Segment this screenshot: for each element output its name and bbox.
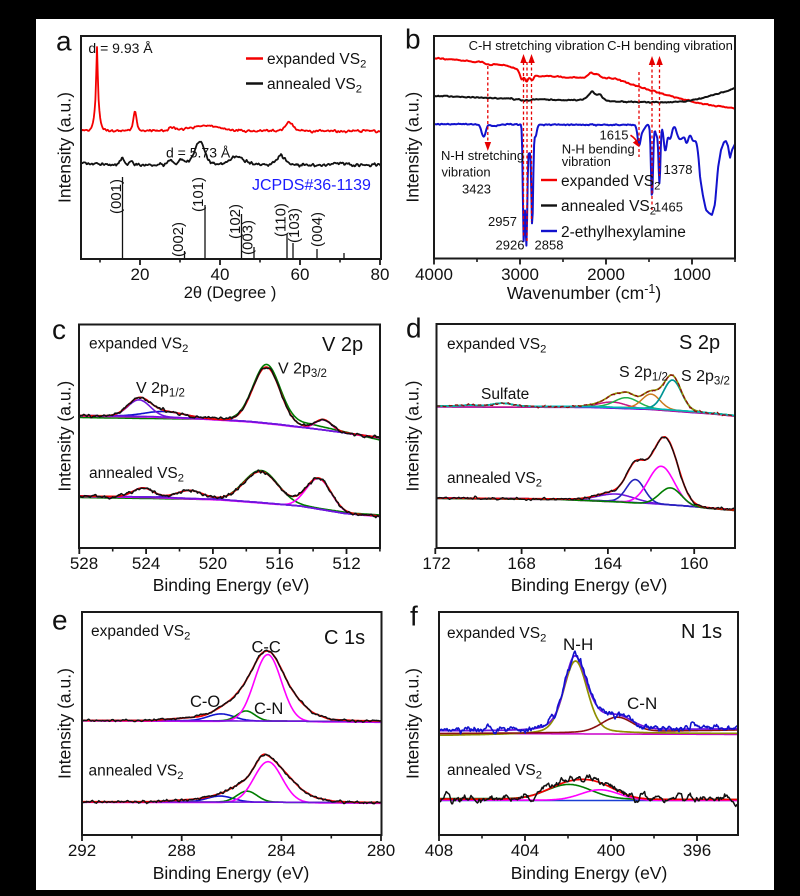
svg-text:Binding Energy (eV): Binding Energy (eV) xyxy=(511,863,668,883)
svg-text:Intensity (a.u.): Intensity (a.u.) xyxy=(403,92,423,203)
svg-text:2θ (Degree ): 2θ (Degree ) xyxy=(184,284,277,302)
svg-text:1000: 1000 xyxy=(673,265,711,284)
svg-text:C-C: C-C xyxy=(252,639,281,657)
svg-text:172: 172 xyxy=(422,554,450,573)
svg-text:annealed VS2: annealed VS2 xyxy=(89,465,184,485)
svg-text:(102): (102) xyxy=(227,204,244,239)
svg-text:expanded VS2: expanded VS2 xyxy=(447,336,546,356)
svg-text:V 2p3/2: V 2p3/2 xyxy=(278,361,327,381)
svg-text:(003): (003) xyxy=(240,220,257,255)
svg-text:168: 168 xyxy=(507,554,535,573)
svg-text:(002): (002) xyxy=(170,222,187,257)
svg-text:60: 60 xyxy=(291,265,310,284)
svg-text:C-H bending vibration: C-H bending vibration xyxy=(607,38,733,53)
svg-text:Binding Energy (eV): Binding Energy (eV) xyxy=(153,863,310,883)
svg-text:V 2p: V 2p xyxy=(322,334,363,356)
svg-text:c: c xyxy=(52,314,66,345)
svg-text:JCPDS#36-1139: JCPDS#36-1139 xyxy=(252,177,371,194)
svg-text:annealed VS2: annealed VS2 xyxy=(447,762,542,782)
svg-text:S 2p3/2: S 2p3/2 xyxy=(681,368,730,388)
svg-text:Intensity (a.u.): Intensity (a.u.) xyxy=(403,381,423,492)
svg-text:d = 5.73 Å: d = 5.73 Å xyxy=(166,145,231,161)
svg-text:Sulfate: Sulfate xyxy=(481,386,529,403)
svg-text:516: 516 xyxy=(266,554,294,573)
svg-text:S 2p1/2: S 2p1/2 xyxy=(619,364,668,384)
svg-text:d = 9.93 Å: d = 9.93 Å xyxy=(88,40,153,56)
svg-text:expanded VS2: expanded VS2 xyxy=(447,625,546,645)
svg-text:(001): (001) xyxy=(108,179,125,214)
svg-text:2926: 2926 xyxy=(496,238,525,253)
svg-text:vibration: vibration xyxy=(562,154,611,169)
svg-text:f: f xyxy=(410,601,418,632)
svg-text:288: 288 xyxy=(168,841,196,860)
svg-text:V 2p1/2: V 2p1/2 xyxy=(136,380,185,400)
svg-text:Wavenumber (cm-1): Wavenumber (cm-1) xyxy=(507,282,661,303)
svg-text:expanded VS2: expanded VS2 xyxy=(561,173,660,193)
svg-text:520: 520 xyxy=(199,554,227,573)
svg-text:N-H bending: N-H bending xyxy=(562,142,635,157)
svg-text:C-N: C-N xyxy=(627,694,657,713)
svg-text:Intensity (a.u.): Intensity (a.u.) xyxy=(55,381,75,492)
svg-text:1465: 1465 xyxy=(654,200,683,215)
svg-text:C-O: C-O xyxy=(190,693,220,711)
svg-text:C-H stretching vibration: C-H stretching vibration xyxy=(469,38,605,53)
svg-text:160: 160 xyxy=(680,554,708,573)
svg-text:e: e xyxy=(52,605,68,636)
svg-text:annealed VS2: annealed VS2 xyxy=(447,470,542,490)
svg-text:(004): (004) xyxy=(309,212,326,247)
svg-text:Intensity (a.u.): Intensity (a.u.) xyxy=(55,668,75,779)
svg-text:N-H: N-H xyxy=(563,635,593,654)
svg-text:N-H stretching: N-H stretching xyxy=(441,148,524,163)
svg-text:404: 404 xyxy=(511,841,539,860)
svg-text:3000: 3000 xyxy=(501,265,539,284)
svg-text:expanded VS2: expanded VS2 xyxy=(267,51,366,71)
svg-text:(110): (110) xyxy=(273,203,290,237)
svg-text:1615: 1615 xyxy=(600,128,629,143)
svg-text:b: b xyxy=(405,24,421,55)
svg-text:d: d xyxy=(406,313,422,344)
svg-text:expanded VS2: expanded VS2 xyxy=(89,336,188,356)
svg-text:164: 164 xyxy=(594,554,622,573)
svg-text:524: 524 xyxy=(132,554,160,573)
svg-text:2-ethylhexylamine: 2-ethylhexylamine xyxy=(561,224,686,241)
svg-text:C 1s: C 1s xyxy=(324,627,365,649)
svg-text:400: 400 xyxy=(597,841,625,860)
svg-text:20: 20 xyxy=(131,265,150,284)
svg-text:expanded VS2: expanded VS2 xyxy=(91,623,190,643)
svg-text:C-N: C-N xyxy=(254,700,283,718)
svg-text:annealed VS2: annealed VS2 xyxy=(267,76,362,96)
svg-text:vibration: vibration xyxy=(442,165,491,180)
svg-text:Binding Energy (eV): Binding Energy (eV) xyxy=(511,575,668,595)
svg-text:4000: 4000 xyxy=(415,265,453,284)
svg-text:2858: 2858 xyxy=(535,238,564,253)
svg-text:2000: 2000 xyxy=(587,265,625,284)
svg-text:(103): (103) xyxy=(286,208,303,243)
svg-text:S 2p: S 2p xyxy=(679,332,720,354)
svg-text:408: 408 xyxy=(425,841,453,860)
svg-text:N 1s: N 1s xyxy=(681,621,722,643)
svg-text:Binding Energy (eV): Binding Energy (eV) xyxy=(153,575,310,595)
svg-text:512: 512 xyxy=(332,554,360,573)
svg-text:annealed VS2: annealed VS2 xyxy=(89,763,184,783)
svg-text:284: 284 xyxy=(267,841,295,860)
svg-text:280: 280 xyxy=(367,841,395,860)
svg-text:annealed VS2: annealed VS2 xyxy=(561,198,656,218)
svg-text:40: 40 xyxy=(211,265,230,284)
svg-text:Intensity (a.u.): Intensity (a.u.) xyxy=(55,92,75,203)
svg-text:528: 528 xyxy=(70,554,98,573)
svg-text:Intensity (a.u.): Intensity (a.u.) xyxy=(403,668,423,779)
svg-text:80: 80 xyxy=(371,265,390,284)
svg-text:3423: 3423 xyxy=(462,182,491,197)
svg-text:(101): (101) xyxy=(190,177,207,212)
svg-text:396: 396 xyxy=(683,841,711,860)
svg-text:1378: 1378 xyxy=(664,162,693,177)
svg-text:292: 292 xyxy=(68,841,96,860)
svg-text:a: a xyxy=(56,26,72,57)
svg-text:2957: 2957 xyxy=(488,214,517,229)
